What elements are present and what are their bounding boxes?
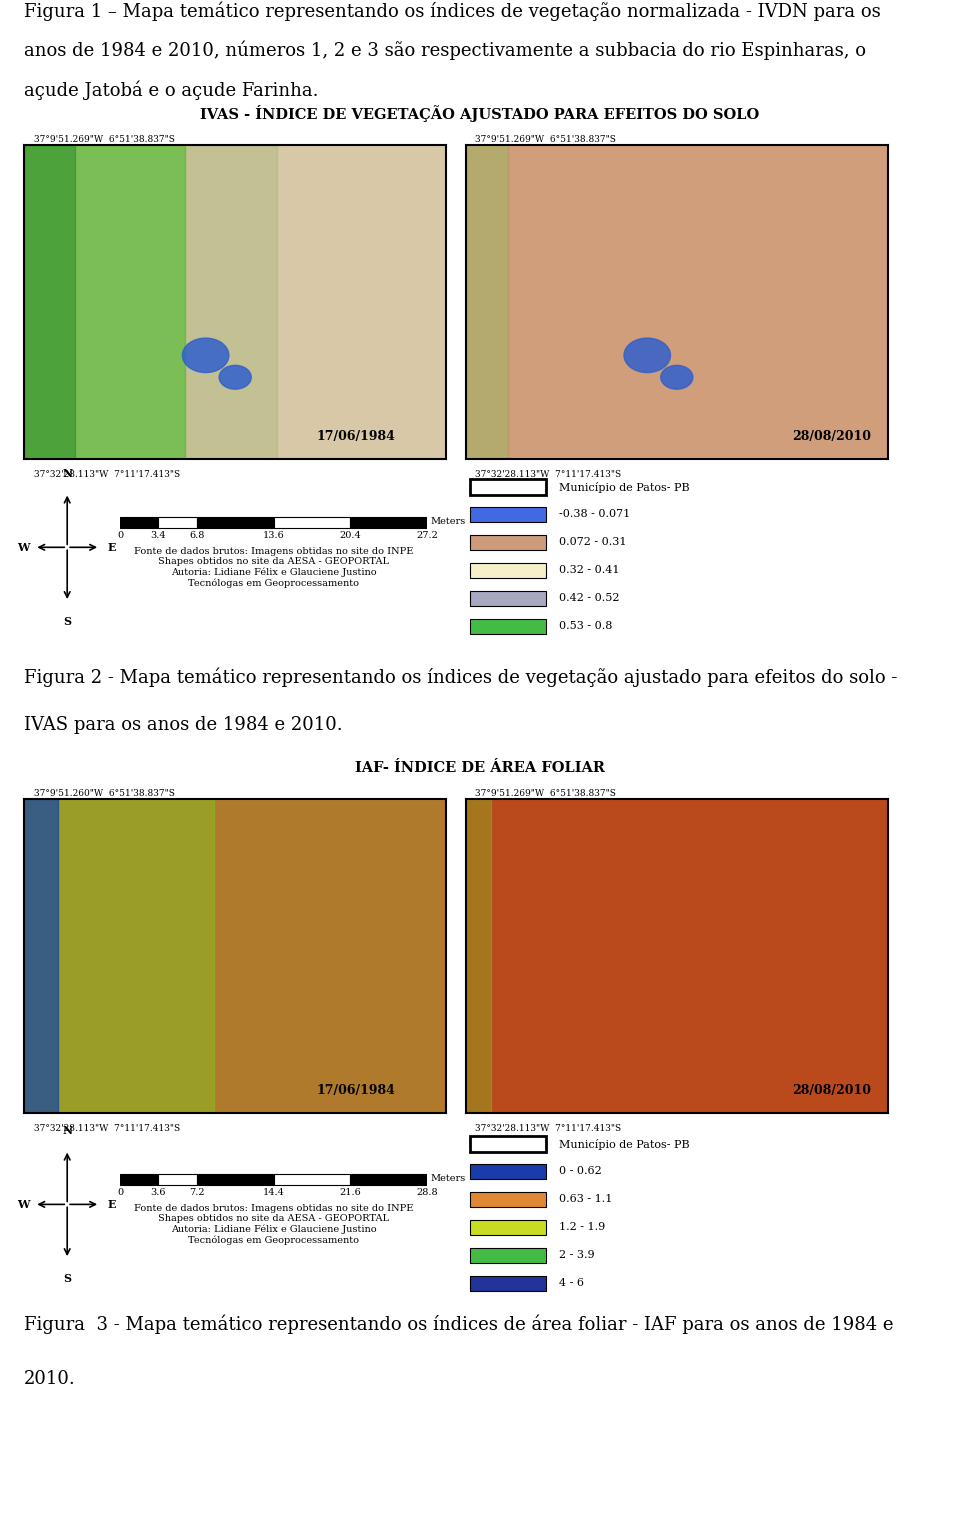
Text: 37°9'51.269"W  6°51'38.837"S: 37°9'51.269"W 6°51'38.837"S — [475, 789, 616, 798]
Text: 37°9'51.269"W  6°51'38.837"S: 37°9'51.269"W 6°51'38.837"S — [475, 135, 616, 144]
Text: 0.072 - 0.31: 0.072 - 0.31 — [559, 537, 626, 547]
Text: Figura  3 - Mapa temático representando os índices de área foliar - IAF para os : Figura 3 - Mapa temático representando o… — [24, 1314, 894, 1334]
Text: 0: 0 — [117, 1187, 123, 1196]
Text: 0: 0 — [117, 530, 123, 539]
Text: W: W — [16, 542, 29, 553]
Bar — [184, 145, 277, 459]
Text: 1.2 - 1.9: 1.2 - 1.9 — [559, 1222, 605, 1232]
Text: E: E — [108, 1199, 116, 1210]
Circle shape — [660, 365, 693, 389]
Bar — [469, 1136, 546, 1152]
Bar — [469, 534, 546, 550]
Text: 3.6: 3.6 — [151, 1187, 166, 1196]
Text: anos de 1984 e 2010, números 1, 2 e 3 são respectivamente a subbacia do rio Espi: anos de 1984 e 2010, números 1, 2 e 3 sã… — [24, 41, 866, 61]
Text: S: S — [63, 616, 71, 627]
Circle shape — [624, 338, 670, 372]
Text: 37°32'28.113"W  7°11'17.413"S: 37°32'28.113"W 7°11'17.413"S — [34, 469, 180, 478]
Bar — [274, 1175, 350, 1185]
Text: S: S — [63, 1273, 71, 1284]
Text: N: N — [62, 468, 72, 478]
Text: 37°9'51.260"W  6°51'38.837"S: 37°9'51.260"W 6°51'38.837"S — [34, 789, 175, 798]
Bar — [197, 516, 274, 528]
Text: E: E — [108, 542, 116, 553]
Text: 0.32 - 0.41: 0.32 - 0.41 — [559, 565, 619, 575]
Bar — [469, 1220, 546, 1235]
Bar — [24, 799, 58, 1113]
Text: açude Jatobá e o açude Farinha.: açude Jatobá e o açude Farinha. — [24, 80, 319, 100]
Text: 28/08/2010: 28/08/2010 — [792, 430, 871, 444]
Text: 6.8: 6.8 — [189, 530, 204, 539]
Text: 0.63 - 1.1: 0.63 - 1.1 — [559, 1195, 612, 1204]
Text: IAF- ÍNDICE DE ÁREA FOLIAR: IAF- ÍNDICE DE ÁREA FOLIAR — [355, 760, 605, 775]
Bar — [350, 1175, 427, 1185]
Bar — [469, 619, 546, 633]
Bar — [158, 516, 197, 528]
Text: Meters: Meters — [430, 1175, 466, 1182]
Bar — [466, 145, 508, 459]
Text: 0.53 - 0.8: 0.53 - 0.8 — [559, 621, 612, 631]
Text: 7.2: 7.2 — [189, 1187, 204, 1196]
Text: 13.6: 13.6 — [263, 530, 284, 539]
Bar — [469, 590, 546, 606]
Text: 28.8: 28.8 — [417, 1187, 438, 1196]
Text: 4 - 6: 4 - 6 — [559, 1278, 584, 1288]
Text: 17/06/1984: 17/06/1984 — [317, 1084, 396, 1098]
Text: 3.4: 3.4 — [151, 530, 166, 539]
Bar — [158, 1175, 197, 1185]
Text: Município de Patos- PB: Município de Patos- PB — [559, 1139, 689, 1149]
Text: Município de Patos- PB: Município de Patos- PB — [559, 481, 689, 492]
Bar — [197, 1175, 274, 1185]
Text: 37°32'28.113"W  7°11'17.413"S: 37°32'28.113"W 7°11'17.413"S — [475, 1123, 621, 1132]
Circle shape — [182, 338, 228, 372]
Text: Fonte de dados brutos: Imagens obtidas no site do INPE
Shapes obtidos no site da: Fonte de dados brutos: Imagens obtidas n… — [133, 547, 414, 587]
Text: 2 - 3.9: 2 - 3.9 — [559, 1251, 594, 1260]
Text: 37°9'51.269"W  6°51'38.837"S: 37°9'51.269"W 6°51'38.837"S — [34, 135, 175, 144]
Text: 0.42 - 0.52: 0.42 - 0.52 — [559, 593, 619, 603]
Text: 2010.: 2010. — [24, 1370, 76, 1388]
Text: 20.4: 20.4 — [340, 530, 361, 539]
Text: Fonte de dados brutos: Imagens obtidas no site do INPE
Shapes obtidos no site da: Fonte de dados brutos: Imagens obtidas n… — [133, 1204, 414, 1245]
Text: -0.38 - 0.071: -0.38 - 0.071 — [559, 509, 630, 519]
Bar — [24, 145, 184, 459]
Bar — [469, 1192, 546, 1207]
Bar — [469, 563, 546, 578]
Text: IVAS - ÍNDICE DE VEGETAÇÃO AJUSTADO PARA EFEITOS DO SOLO: IVAS - ÍNDICE DE VEGETAÇÃO AJUSTADO PARA… — [201, 104, 759, 123]
Bar — [120, 1175, 158, 1185]
Circle shape — [219, 365, 252, 389]
Bar — [24, 799, 214, 1113]
Bar — [469, 1276, 546, 1290]
Bar — [120, 516, 158, 528]
Text: 17/06/1984: 17/06/1984 — [317, 430, 396, 444]
Bar — [469, 478, 546, 495]
Text: 37°32'28.113"W  7°11'17.413"S: 37°32'28.113"W 7°11'17.413"S — [475, 469, 621, 478]
Text: 37°32'28.113"W  7°11'17.413"S: 37°32'28.113"W 7°11'17.413"S — [34, 1123, 180, 1132]
Bar — [469, 507, 546, 522]
Text: W: W — [16, 1199, 29, 1210]
Text: 28/08/2010: 28/08/2010 — [792, 1084, 871, 1098]
Text: 14.4: 14.4 — [263, 1187, 284, 1196]
Text: 21.6: 21.6 — [340, 1187, 361, 1196]
Bar — [24, 145, 75, 459]
Bar — [469, 1164, 546, 1179]
Bar — [469, 1248, 546, 1263]
Bar — [466, 799, 491, 1113]
Text: Figura 2 - Mapa temático representando os índices de vegetação ajustado para efe: Figura 2 - Mapa temático representando o… — [24, 668, 898, 687]
Text: N: N — [62, 1125, 72, 1136]
Bar — [274, 516, 350, 528]
Text: Meters: Meters — [431, 516, 466, 525]
Text: Figura 1 – Mapa temático representando os índices de vegetação normalizada - IVD: Figura 1 – Mapa temático representando o… — [24, 2, 880, 21]
Text: IVAS para os anos de 1984 e 2010.: IVAS para os anos de 1984 e 2010. — [24, 716, 343, 734]
Bar — [350, 516, 427, 528]
Text: 0 - 0.62: 0 - 0.62 — [559, 1166, 601, 1176]
Text: 27.2: 27.2 — [417, 530, 438, 539]
